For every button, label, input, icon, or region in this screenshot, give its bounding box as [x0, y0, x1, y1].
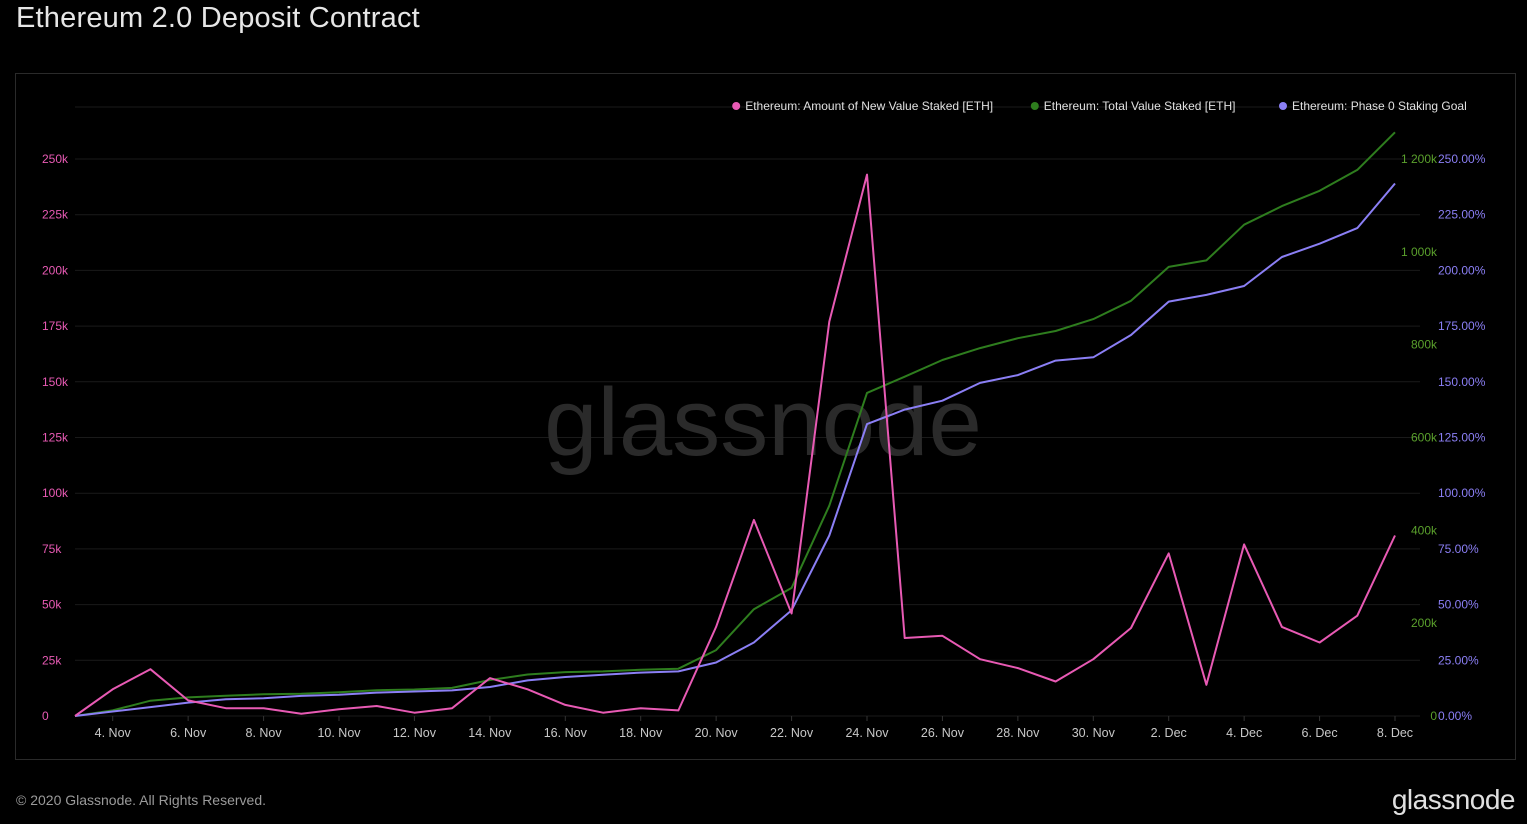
legend-staking-goal[interactable]: Ethereum: Phase 0 Staking Goal	[1279, 99, 1467, 113]
legend-new-value[interactable]: Ethereum: Amount of New Value Staked [ET…	[732, 99, 993, 113]
legend-total-value-label: Ethereum: Total Value Staked [ETH]	[1044, 99, 1236, 113]
x-axis-tick-label: 6. Nov	[170, 726, 207, 740]
mid-axis-tick-label: 400k	[1411, 523, 1438, 537]
grid-lines	[75, 106, 1420, 717]
left-axis-tick-label: 150k	[42, 375, 69, 389]
left-axis-tick-label: 175k	[42, 319, 69, 333]
right-axis-tick-label: 250.00%	[1438, 152, 1486, 166]
right-axis-tick-label: 225.00%	[1438, 208, 1486, 222]
legend[interactable]: Ethereum: Amount of New Value Staked [ET…	[732, 99, 1467, 113]
x-axis-tick-label: 18. Nov	[619, 726, 663, 740]
legend-total-value-marker	[1030, 102, 1039, 110]
mid-axis-tick-label: 800k	[1411, 338, 1438, 352]
new-value-staked-line[interactable]	[74, 173, 1396, 717]
mid-axis-tick-label: 200k	[1411, 616, 1438, 630]
mid-axis: 0 200k 400k 600k 800k 1 000k 1 200k	[1401, 152, 1438, 723]
left-axis-tick-label: 225k	[42, 208, 69, 222]
mid-axis-tick-label: 1 200k	[1401, 152, 1438, 166]
x-axis-tick-label: 8. Nov	[246, 726, 283, 740]
chart-title: Ethereum 2.0 Deposit Contract	[16, 2, 420, 34]
x-axis-tick-label: 6. Dec	[1302, 726, 1338, 740]
left-axis: 0 25k 50k 75k 100k 125k 150k 175k 200k 225k 250k	[42, 152, 69, 723]
left-axis-tick-label: 0	[42, 709, 49, 723]
x-axis-tick-label: 24. Nov	[845, 726, 889, 740]
left-axis-tick-label: 75k	[42, 542, 62, 556]
x-axis-tick-label: 10. Nov	[317, 726, 361, 740]
x-axis: 4. Nov 6. Nov 8. Nov 10. Nov 12. Nov 14. Nov 1…	[95, 716, 1413, 740]
x-axis-tick-label: 28. Nov	[996, 726, 1040, 740]
chart-canvas: glassnode 0 25k 50k 75k 100k 125k 150k 175k 200k…	[42, 99, 1486, 740]
series-layer	[74, 131, 1396, 717]
left-axis-tick-label: 125k	[42, 431, 69, 445]
chart-frame	[15, 73, 1516, 760]
right-axis-tick-label: 0.00%	[1438, 709, 1472, 723]
left-axis-tick-label: 50k	[42, 598, 62, 612]
mid-axis-tick-label: 600k	[1411, 431, 1438, 445]
right-axis-tick-label: 125.00%	[1438, 431, 1486, 445]
x-axis-tick-label: 20. Nov	[695, 726, 739, 740]
x-axis-tick-label: 30. Nov	[1072, 726, 1116, 740]
right-axis-tick-label: 25.00%	[1438, 653, 1479, 667]
right-axis-tick-label: 50.00%	[1438, 598, 1479, 612]
mid-axis-tick-label: 0	[1430, 709, 1437, 723]
legend-new-value-marker	[732, 102, 741, 110]
total-value-staked-line[interactable]	[74, 131, 1396, 717]
left-axis-tick-label: 200k	[42, 263, 69, 277]
legend-new-value-label: Ethereum: Amount of New Value Staked [ET…	[745, 99, 993, 113]
right-axis-tick-label: 200.00%	[1438, 263, 1486, 277]
x-axis-tick-label: 4. Dec	[1226, 726, 1262, 740]
legend-total-value[interactable]: Ethereum: Total Value Staked [ETH]	[1030, 99, 1236, 113]
right-axis-tick-label: 100.00%	[1438, 486, 1486, 500]
left-axis-tick-label: 250k	[42, 152, 69, 166]
copyright-footer: © 2020 Glassnode. All Rights Reserved.	[16, 792, 267, 808]
watermark: glassnode	[544, 369, 982, 476]
x-axis-tick-label: 8. Dec	[1377, 726, 1413, 740]
x-axis-tick-label: 22. Nov	[770, 726, 814, 740]
right-axis-tick-label: 75.00%	[1438, 542, 1479, 556]
mid-axis-tick-label: 1 000k	[1401, 245, 1438, 259]
legend-staking-goal-label: Ethereum: Phase 0 Staking Goal	[1292, 99, 1467, 113]
x-axis-tick-label: 12. Nov	[393, 726, 437, 740]
x-axis-tick-label: 16. Nov	[544, 726, 588, 740]
left-axis-tick-label: 100k	[42, 486, 69, 500]
x-axis-tick-label: 26. Nov	[921, 726, 965, 740]
glassnode-logo[interactable]: glassnode	[1391, 784, 1516, 815]
staking-goal-line[interactable]	[74, 182, 1396, 717]
x-axis-tick-label: 2. Dec	[1151, 726, 1187, 740]
x-axis-tick-label: 14. Nov	[468, 726, 512, 740]
left-axis-tick-label: 25k	[42, 653, 62, 667]
right-axis-tick-label: 150.00%	[1438, 375, 1486, 389]
x-axis-tick-label: 4. Nov	[95, 726, 132, 740]
right-axis: 0.00% 25.00% 50.00% 75.00% 100.00% 125.00% 150…	[1438, 152, 1486, 723]
legend-staking-goal-marker	[1279, 102, 1287, 110]
right-axis-tick-label: 175.00%	[1438, 319, 1486, 333]
